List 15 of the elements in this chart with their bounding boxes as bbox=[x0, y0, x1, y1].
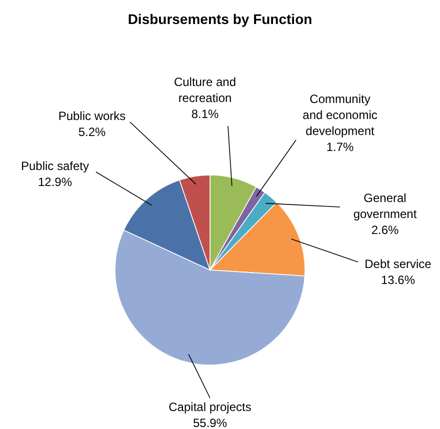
slice-label: Public works bbox=[58, 109, 126, 123]
slice-label: Culture and recreation bbox=[174, 75, 236, 105]
data-label: 12.9% bbox=[38, 175, 72, 189]
slice-label: Debt service bbox=[364, 257, 432, 271]
data-label: 55.9% bbox=[192, 416, 228, 429]
slice-label: General government bbox=[353, 191, 418, 221]
slice-label: Capital projects bbox=[168, 400, 252, 414]
slice-label: Community and economic development bbox=[302, 92, 378, 138]
data-label: 2.6% bbox=[371, 223, 399, 237]
chart-title: Disbursements by Function bbox=[128, 11, 312, 27]
data-label: 13.6% bbox=[380, 273, 416, 287]
data-label: 8.1% bbox=[191, 107, 219, 121]
data-label: 1.7% bbox=[326, 140, 354, 154]
data-label: 5.2% bbox=[78, 125, 106, 139]
slice-label: Public safety bbox=[20, 159, 90, 173]
